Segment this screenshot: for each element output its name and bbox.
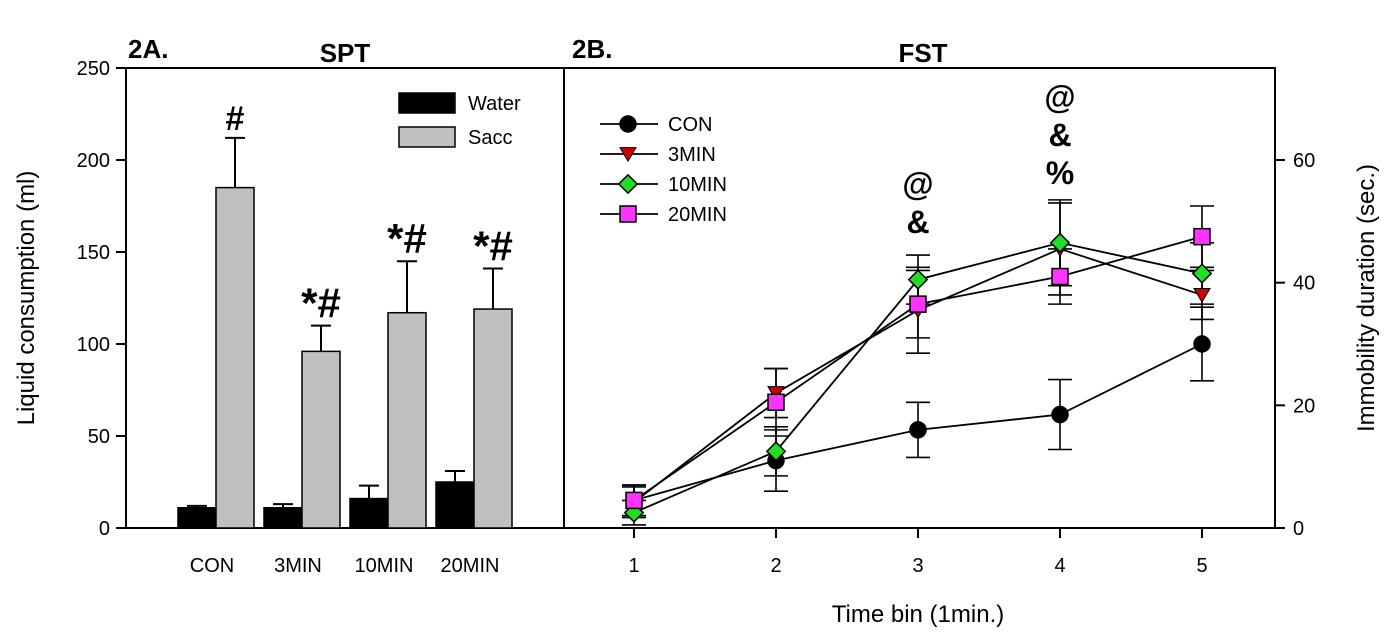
data-point-con	[909, 421, 927, 439]
panel-a-y-tick-label: 50	[88, 426, 110, 448]
legend-label-10min: 10MIN	[668, 174, 727, 196]
legend-sacc-label: Sacc	[468, 127, 512, 149]
legend-water-label: Water	[468, 93, 521, 115]
bar-water	[263, 507, 303, 529]
data-point-3min	[1193, 288, 1211, 304]
data-point-10min	[1191, 263, 1213, 284]
bar-sacc	[473, 308, 513, 529]
data-point-con	[1193, 335, 1211, 353]
panel-a-plot: 0 50 100 150 200 250 CON #3MIN *# 10MIN *# 20MIN *#	[77, 58, 513, 577]
panel-b-x-tick-label: 4	[1054, 555, 1065, 577]
significance-label: &	[906, 204, 929, 240]
significance-label: #	[226, 100, 245, 138]
panel-a-y-tick-label: 150	[77, 242, 110, 264]
panel-b-y-tick-label: 0	[1293, 518, 1304, 540]
panel-b-y-tick-label: 60	[1293, 150, 1315, 172]
panel-a-legend: Water Sacc	[398, 92, 521, 149]
panel-b-x-tick-label: 2	[770, 555, 781, 577]
panel-a-y-tick-label: 100	[77, 334, 110, 356]
data-point-10min	[1049, 232, 1071, 254]
panel-b-title: FST	[898, 38, 947, 68]
data-point-20min	[909, 295, 927, 313]
bar-sacc	[301, 350, 341, 529]
panel-a-y-axis-title: Liquid consumption (ml)	[13, 171, 40, 426]
data-point-20min	[767, 393, 785, 412]
panel-a-x-tick-label: 3MIN	[274, 555, 322, 577]
panel-b-x-tick-label: 5	[1196, 555, 1207, 577]
data-point-10min	[765, 441, 787, 462]
significance-label: @	[902, 166, 933, 202]
panel-a-y-tick-label: 250	[77, 58, 110, 80]
legend-marker-3min	[619, 147, 637, 163]
bar-sacc	[215, 186, 255, 529]
data-point-20min	[1193, 227, 1211, 246]
panel-a-y-tick-label: 200	[77, 150, 110, 172]
panel-b-y-axis-title: Immobility duration (sec.)	[1353, 164, 1380, 432]
data-point-10min	[907, 269, 929, 290]
significance-label: &	[1048, 117, 1071, 153]
panel-a-x-tick-label: 10MIN	[355, 555, 414, 577]
panel-a-title: SPT	[320, 38, 371, 68]
legend-water-swatch	[398, 92, 456, 114]
panel-b-x-tick-label: 3	[912, 555, 923, 577]
legend-marker-20min	[619, 205, 637, 223]
significance-label: %	[1046, 155, 1074, 191]
significance-label: *#	[387, 215, 427, 262]
panel-a-y-tick-label: 0	[99, 518, 110, 540]
panel-a-label: 2A.	[128, 34, 168, 64]
significance-label: *#	[301, 280, 341, 327]
panel-b-x-axis-title: Time bin (1min.)	[832, 601, 1004, 628]
data-point-3min	[767, 386, 785, 402]
bar-water	[177, 507, 217, 529]
legend-label-3min: 3MIN	[668, 144, 716, 166]
legend-marker-con	[619, 115, 637, 133]
data-point-20min	[1051, 267, 1069, 286]
legend-label-con: CON	[668, 114, 712, 136]
panel-b-legend: CON 3MIN 10MIN 20MIN	[600, 114, 727, 226]
bar-water	[349, 497, 389, 529]
legend-marker-10min	[617, 173, 639, 195]
panel-b-frame	[563, 67, 1276, 529]
significance-label: *#	[473, 223, 513, 270]
panel-b-x-tick-label: 1	[628, 555, 639, 577]
panel-a-x-tick-label: 20MIN	[441, 555, 500, 577]
significance-label: @	[1044, 79, 1075, 115]
legend-label-20min: 20MIN	[668, 204, 727, 226]
bar-sacc	[387, 311, 427, 529]
panel-b-y-tick-label: 20	[1293, 395, 1315, 417]
data-point-con	[1051, 405, 1069, 424]
legend-sacc-swatch	[398, 126, 456, 148]
bar-water	[435, 481, 475, 529]
panel-b-y-tick-label: 40	[1293, 273, 1315, 295]
data-point-20min	[625, 491, 643, 510]
panel-b-label: 2B.	[572, 34, 612, 64]
panel-a-x-tick-label: CON	[190, 555, 234, 577]
